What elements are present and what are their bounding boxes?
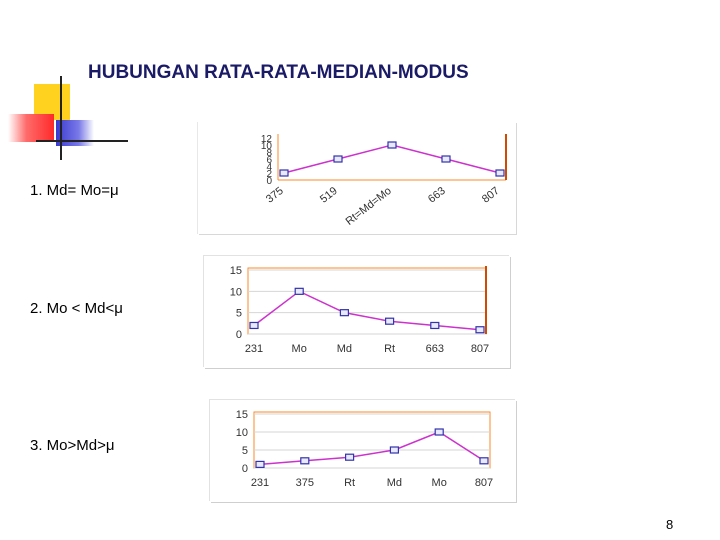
chart3-plot-frame — [253, 411, 491, 469]
chart3-x-tick-label: Md — [387, 477, 402, 489]
chart1-data-point — [279, 169, 289, 177]
chart3-x-tick-label: 375 — [296, 477, 314, 489]
chart3-y-tick-label: 15 — [236, 409, 248, 421]
chart3-x-tick-label: 807 — [475, 477, 493, 489]
chart1-y-tick-label: 8 — [266, 148, 272, 159]
chart2-x-tick-label: 663 — [426, 343, 444, 355]
chart2-x-tick-label: 807 — [471, 343, 489, 355]
chart3-data-point — [255, 460, 265, 469]
chart2-y-tick-label: 10 — [230, 286, 242, 298]
chart3-data-point — [434, 428, 444, 436]
page-number: 8 — [666, 517, 674, 532]
chart1-x-tick-label: 375 — [264, 185, 286, 206]
chart1-data-point — [495, 169, 505, 177]
chart1-y-tick-label: 4 — [266, 162, 272, 173]
chart-positive-skew: 15 10 5 0 231 Mo Md Rt 663 807 — [204, 256, 510, 368]
decor-vertical-line — [60, 76, 62, 160]
chart2-x-tick-label: Md — [337, 343, 352, 355]
chart2-x-tick-label: 231 — [245, 343, 263, 355]
chart3-x-tick-label: Mo — [432, 477, 447, 489]
chart1-y-tick-label: 0 — [266, 176, 272, 187]
slide-title: HUBUNGAN RATA-RATA-MEDIAN-MODUS — [88, 62, 469, 83]
chart2-plot-frame — [247, 267, 487, 335]
chart3-y-tick-label: 0 — [242, 463, 248, 475]
chart2-data-point — [294, 287, 304, 295]
chart1-x-tick-label: Rt=Md=Mo — [344, 185, 394, 228]
chart1-series-line — [283, 144, 501, 174]
chart2-x-tick-label: Rt — [384, 343, 395, 355]
chart-negative-skew: 15 10 5 0 231 375 Rt Md Mo 807 — [210, 400, 516, 502]
chart3-data-point — [345, 453, 355, 461]
chart2-data-point — [385, 317, 395, 325]
chart3-data-point — [389, 446, 399, 454]
chart3-y-tick-label: 10 — [236, 427, 248, 439]
chart2-data-point — [339, 309, 349, 317]
chart1-data-point — [333, 155, 343, 163]
chart1-data-point — [387, 141, 397, 149]
chart3-series-line — [259, 431, 485, 466]
chart3-y-tick-label: 5 — [242, 445, 248, 457]
decor-red-square — [8, 114, 54, 142]
chart2-x-tick-label: Mo — [292, 343, 307, 355]
chart2-y-tick-label: 5 — [236, 308, 242, 320]
chart3-data-point — [300, 457, 310, 465]
case-label-1: 1. Md= Mo=μ — [30, 182, 119, 199]
decor-horizontal-line — [36, 140, 128, 142]
chart1-x-tick-label: 519 — [318, 185, 340, 206]
chart2-y-tick-label: 0 — [236, 329, 242, 341]
chart1-y-tick-label: 12 — [261, 134, 273, 145]
chart3-x-tick-label: Rt — [344, 477, 355, 489]
chart1-x-tick-label: 807 — [480, 185, 502, 206]
chart1-x-tick-label: 663 — [426, 185, 448, 206]
chart2-data-point — [475, 326, 485, 334]
chart3-x-tick-label: 231 — [251, 477, 269, 489]
chart1-y-tick-label: 2 — [266, 169, 272, 180]
chart1-data-point — [441, 155, 451, 163]
chart2-y-tick-label: 15 — [230, 265, 242, 277]
chart1-y-tick-label: 6 — [266, 155, 272, 166]
case-label-3: 3. Mo>Md>μ — [30, 437, 115, 454]
chart2-series-line — [253, 290, 481, 331]
chart2-data-point — [430, 321, 440, 330]
case-label-2: 2. Mo < Md<μ — [30, 300, 123, 317]
chart1-y-tick-label: 10 — [261, 141, 273, 152]
chart-symmetric: 12 10 8 6 4 2 0 375 519 Rt=Md=Mo 663 807 — [198, 122, 516, 234]
chart3-data-point — [479, 457, 489, 465]
chart2-data-point — [249, 321, 259, 330]
